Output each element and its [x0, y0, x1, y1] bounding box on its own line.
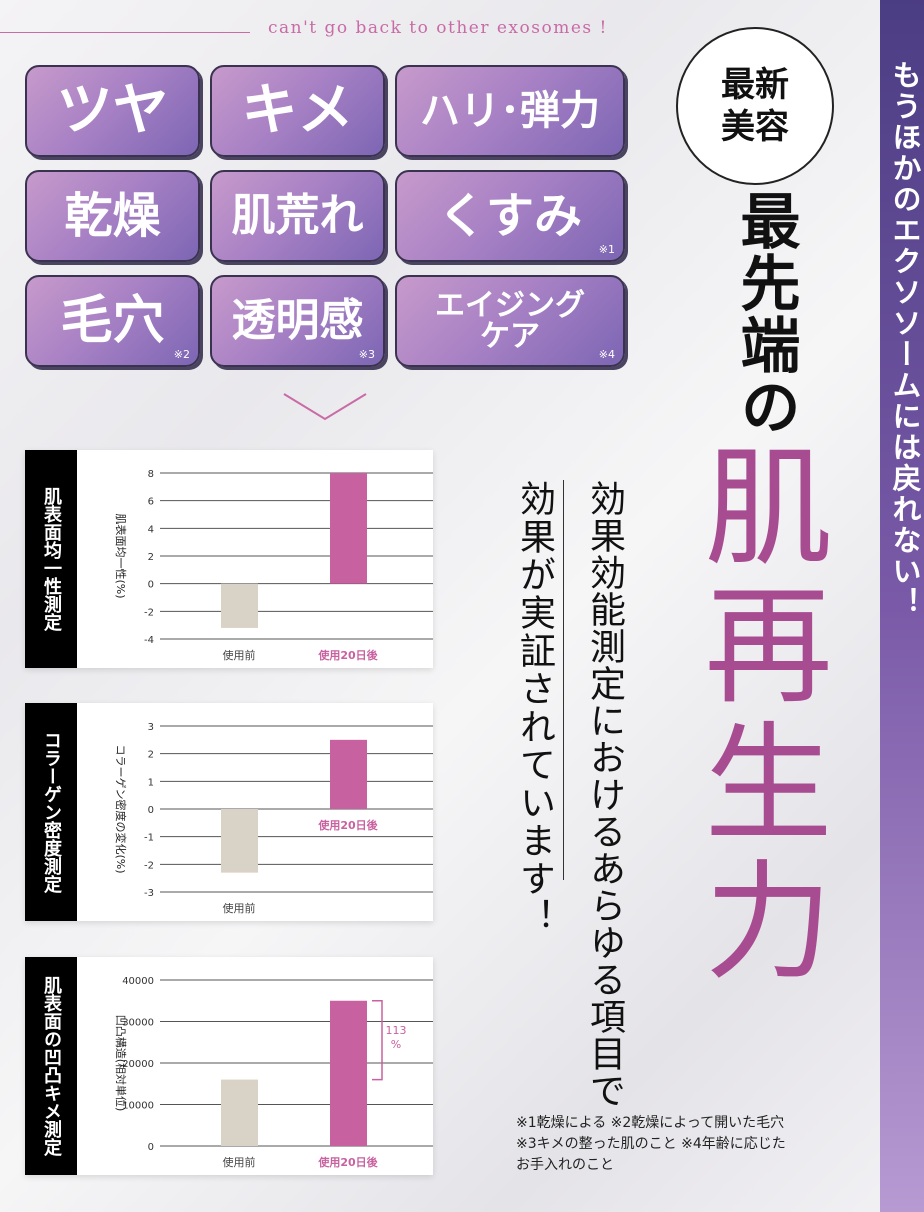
chart-title: 肌表面均一性測定 — [25, 450, 77, 668]
bracket — [372, 1000, 383, 1081]
y-tick-label: 0 — [148, 1142, 154, 1153]
claim-line2: 効果が実証されています！ — [514, 480, 555, 936]
y-tick-label: -3 — [144, 888, 154, 899]
x-tick-label: 使用20日後 — [317, 818, 378, 832]
bar — [330, 1000, 367, 1146]
concern-tile: くすみ ※1 — [395, 170, 625, 262]
footnote: ※3キメの整った肌のこと ※4年齢に応じた — [516, 1136, 786, 1152]
annotation-label: % — [391, 1038, 401, 1051]
tile-label: 肌荒れ — [231, 189, 364, 241]
divider — [0, 32, 250, 33]
badge-line2: 美容 — [721, 107, 789, 147]
chevron-down-icon — [283, 393, 367, 421]
chart-panel: 肌表面均一性測定 8 6 4 2 0 -2 -4 肌表面均一性(%) 使用前 使用20日後 — [25, 450, 433, 668]
y-tick-label: -4 — [144, 635, 154, 646]
tile-label: ハリ･弾力 — [420, 88, 600, 134]
tile-note: ※1 — [598, 243, 615, 257]
y-tick-label: 0 — [148, 580, 154, 591]
bar — [221, 809, 258, 873]
concern-tile: ツヤ — [25, 65, 200, 157]
divider — [563, 480, 564, 880]
bar-chart: 3 2 1 0 -1 -2 -3 コラーゲン密度の変化(%) 使用前 使用20日後 — [114, 722, 433, 915]
tile-note: ※2 — [173, 348, 190, 362]
annotation-label: 113 — [386, 1024, 407, 1037]
y-tick-label: 10000 — [122, 1101, 154, 1112]
concern-tile: 肌荒れ — [210, 170, 385, 262]
chart-title: コラーゲン密度測定 — [25, 703, 77, 921]
bar — [330, 739, 367, 809]
y-tick-label: 3 — [148, 722, 154, 733]
bar-chart: 8 6 4 2 0 -2 -4 肌表面均一性(%) 使用前 使用20日後 — [114, 469, 433, 662]
y-tick-label: 30000 — [122, 1018, 154, 1029]
x-tick-label: 使用前 — [223, 901, 256, 915]
y-axis-label: 凹凸構造(相対単位) — [114, 1015, 128, 1112]
tile-label: 毛穴 — [60, 290, 165, 351]
concern-tile: エイジング ケア ※4 — [395, 275, 625, 367]
tile-label: 透明感 — [231, 294, 364, 346]
tile-label: キメ — [241, 77, 354, 143]
y-tick-label: 20000 — [122, 1059, 154, 1070]
y-tick-label: 1 — [148, 777, 154, 788]
tile-label: くすみ — [437, 187, 582, 244]
claim-line1: 効果効能測定におけるあらゆる項目で — [584, 480, 625, 1109]
tile-label: 乾燥 — [64, 187, 161, 244]
x-tick-label: 使用前 — [223, 648, 256, 662]
headline-top: 最先端の — [730, 190, 800, 438]
concern-tile: 毛穴 ※2 — [25, 275, 200, 367]
y-tick-label: -2 — [144, 860, 154, 871]
y-tick-label: 8 — [148, 469, 154, 480]
y-tick-label: 4 — [148, 524, 154, 535]
tile-label: ツヤ — [56, 77, 169, 143]
concern-tile: 乾燥 — [25, 170, 200, 262]
tile-label: エイジング ケア — [435, 287, 585, 354]
y-tick-label: 2 — [148, 750, 154, 761]
chart-title: 肌表面の凹凸キメ測定 — [25, 957, 77, 1175]
y-tick-label: 40000 — [122, 976, 154, 987]
footnotes: ※1乾燥による ※2乾燥によって開いた毛穴 ※3キメの整った肌のこと ※4年齢に… — [516, 1113, 786, 1176]
badge: 最新 美容 — [676, 27, 834, 185]
chart-panel: コラーゲン密度測定 3 2 1 0 -1 -2 -3 コラーゲン密度の変化(%) 使用前 使用20日… — [25, 703, 433, 921]
concern-tile: ハリ･弾力 — [395, 65, 625, 157]
y-tick-label: -2 — [144, 607, 154, 618]
y-tick-label: 6 — [148, 497, 154, 508]
tile-note: ※3 — [358, 348, 375, 362]
y-tick-label: 2 — [148, 552, 154, 563]
x-tick-label: 使用20日後 — [317, 648, 378, 662]
bar — [221, 583, 258, 628]
bar-chart: 40000 30000 20000 10000 0 凹凸構造(相対単位) 使用前 使用20日後… — [114, 976, 433, 1169]
chart-panel: 肌表面の凹凸キメ測定 40000 30000 20000 10000 0 凹凸構造(相対単位… — [25, 957, 433, 1175]
side-banner-text: もうほかのエクソソームには戻れない！ — [888, 60, 922, 618]
tagline: can't go back to other exosomes ! — [268, 18, 608, 38]
y-tick-label: -1 — [144, 833, 154, 844]
concern-tile: キメ — [210, 65, 385, 157]
y-tick-label: 0 — [148, 805, 154, 816]
x-tick-label: 使用20日後 — [317, 1155, 378, 1169]
side-banner: もうほかのエクソソームには戻れない！ — [880, 0, 924, 1212]
headline-main: 肌再生力 — [682, 440, 831, 992]
tile-note: ※4 — [598, 348, 615, 362]
footnote: ※1乾燥による ※2乾燥によって開いた毛穴 — [516, 1115, 785, 1131]
bar — [330, 473, 367, 584]
badge-line1: 最新 — [721, 64, 789, 105]
y-axis-label: コラーゲン密度の変化(%) — [114, 744, 128, 873]
concern-tile: 透明感 ※3 — [210, 275, 385, 367]
footnote: お手入れのこと — [516, 1157, 614, 1173]
bar — [221, 1079, 258, 1146]
y-axis-label: 肌表面均一性(%) — [114, 513, 128, 598]
x-tick-label: 使用前 — [223, 1155, 256, 1169]
